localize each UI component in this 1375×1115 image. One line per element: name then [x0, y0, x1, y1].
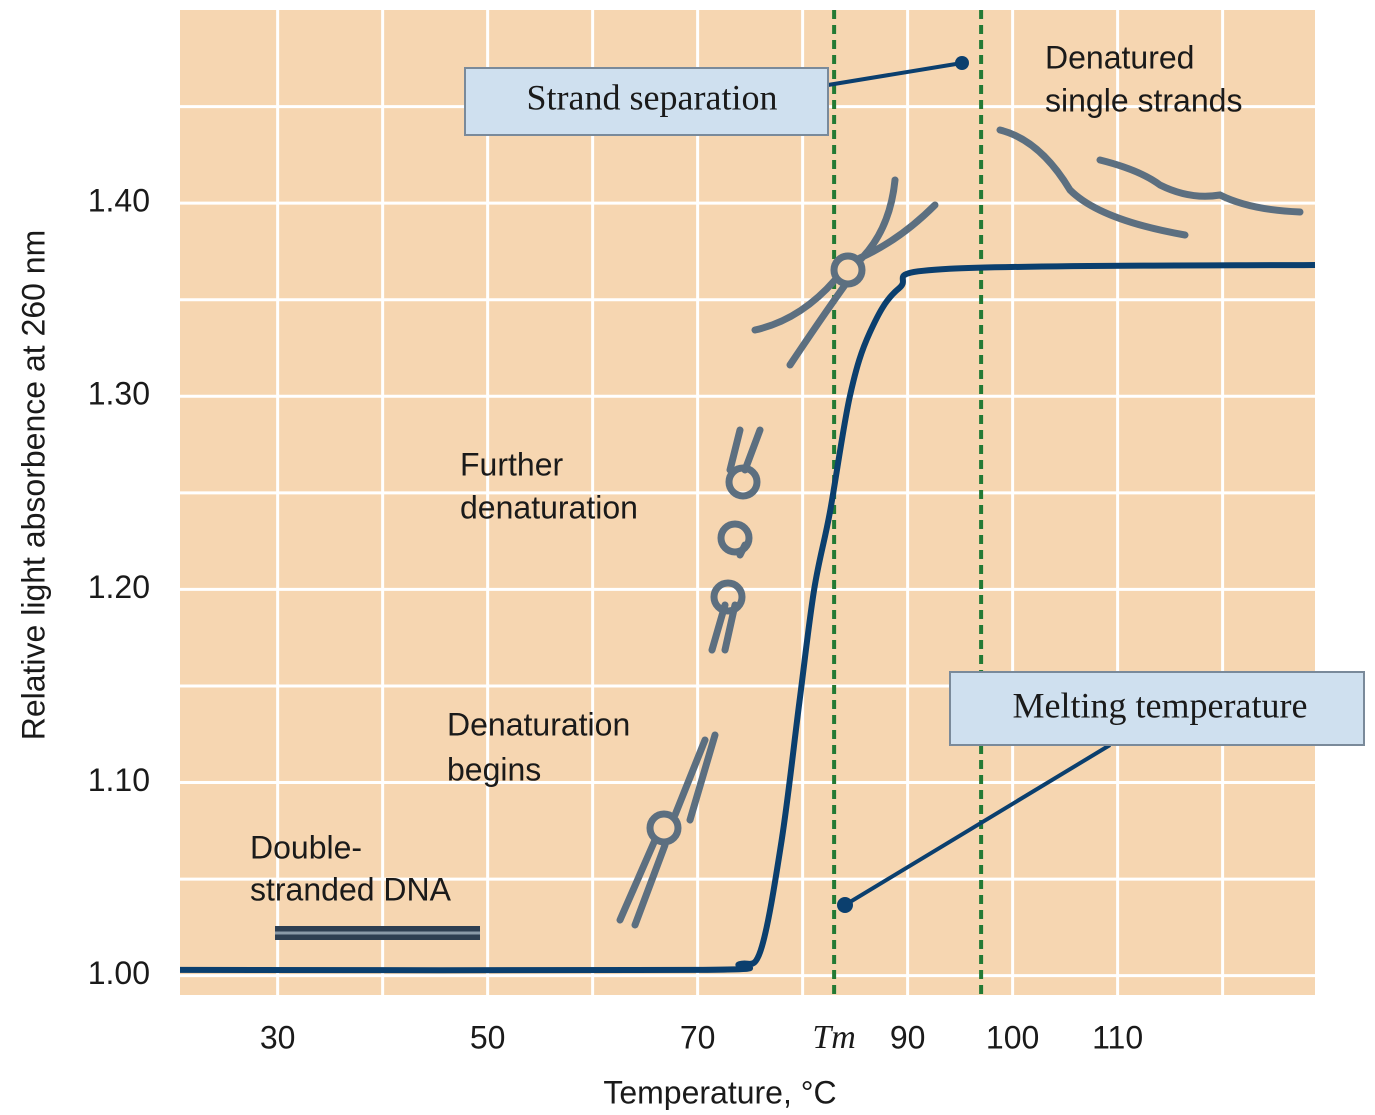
annotation: Strand separation [527, 77, 778, 117]
pointer-dot [955, 56, 969, 70]
annotation: Melting temperature [1013, 685, 1308, 725]
annotation: single strands [1045, 82, 1242, 118]
x-tick-label: 100 [986, 1019, 1039, 1055]
y-tick-label: 1.20 [88, 569, 150, 605]
annotation: stranded DNA [250, 871, 452, 907]
y-tick-label: 1.30 [88, 376, 150, 412]
chart: Strand separation Melting temperature De… [0, 0, 1375, 1115]
annotation: Denatured [1045, 39, 1194, 75]
x-tick-label: 30 [260, 1019, 296, 1055]
annotation: denaturation [460, 489, 638, 525]
x-tick-label: 110 [1092, 1019, 1143, 1055]
annotation: Double- [250, 829, 362, 865]
x-tick-label: Tm [812, 1019, 855, 1056]
y-tick-label: 1.00 [88, 955, 150, 991]
annotation: Further [460, 446, 563, 482]
x-axis-label: Temperature, °C [603, 1074, 836, 1110]
x-tick-label: 50 [470, 1019, 506, 1055]
annotation: Denaturation [447, 706, 630, 742]
y-tick-label: 1.40 [88, 183, 150, 219]
x-tick-label: 70 [680, 1019, 716, 1055]
y-tick-label: 1.10 [88, 762, 150, 798]
pointer-dot [837, 897, 853, 913]
annotation: begins [447, 751, 541, 787]
y-axis-label: Relative light absorbence at 260 nm [15, 230, 51, 741]
x-tick-label: 90 [890, 1019, 926, 1055]
